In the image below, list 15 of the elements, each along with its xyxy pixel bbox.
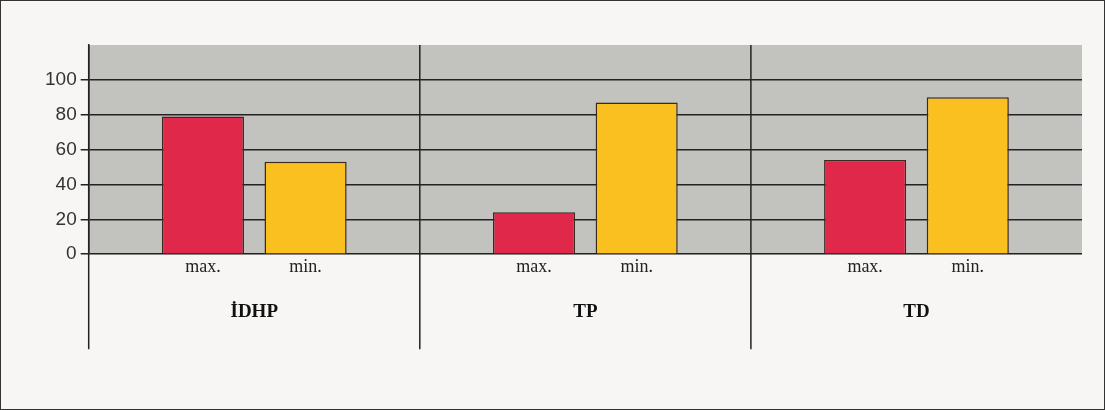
series-label: min. <box>289 255 322 276</box>
y-tick-label: 20 <box>55 207 77 229</box>
text: min. <box>620 255 653 276</box>
y-tick-label: 60 <box>55 137 77 159</box>
y-tick-label: 100 <box>45 68 77 90</box>
y-tick-label: 0 <box>66 242 77 264</box>
x-tick-label: TP <box>573 299 598 321</box>
y-tick-label: 80 <box>55 102 77 124</box>
text: max. <box>516 255 552 276</box>
text: min. <box>951 255 985 276</box>
text: max. <box>847 255 883 276</box>
x-tick-label: İDHP <box>230 299 279 321</box>
y-tick-label: 40 <box>55 172 77 194</box>
x-tick-label: TD <box>903 299 930 321</box>
series-label: max. <box>185 255 221 276</box>
